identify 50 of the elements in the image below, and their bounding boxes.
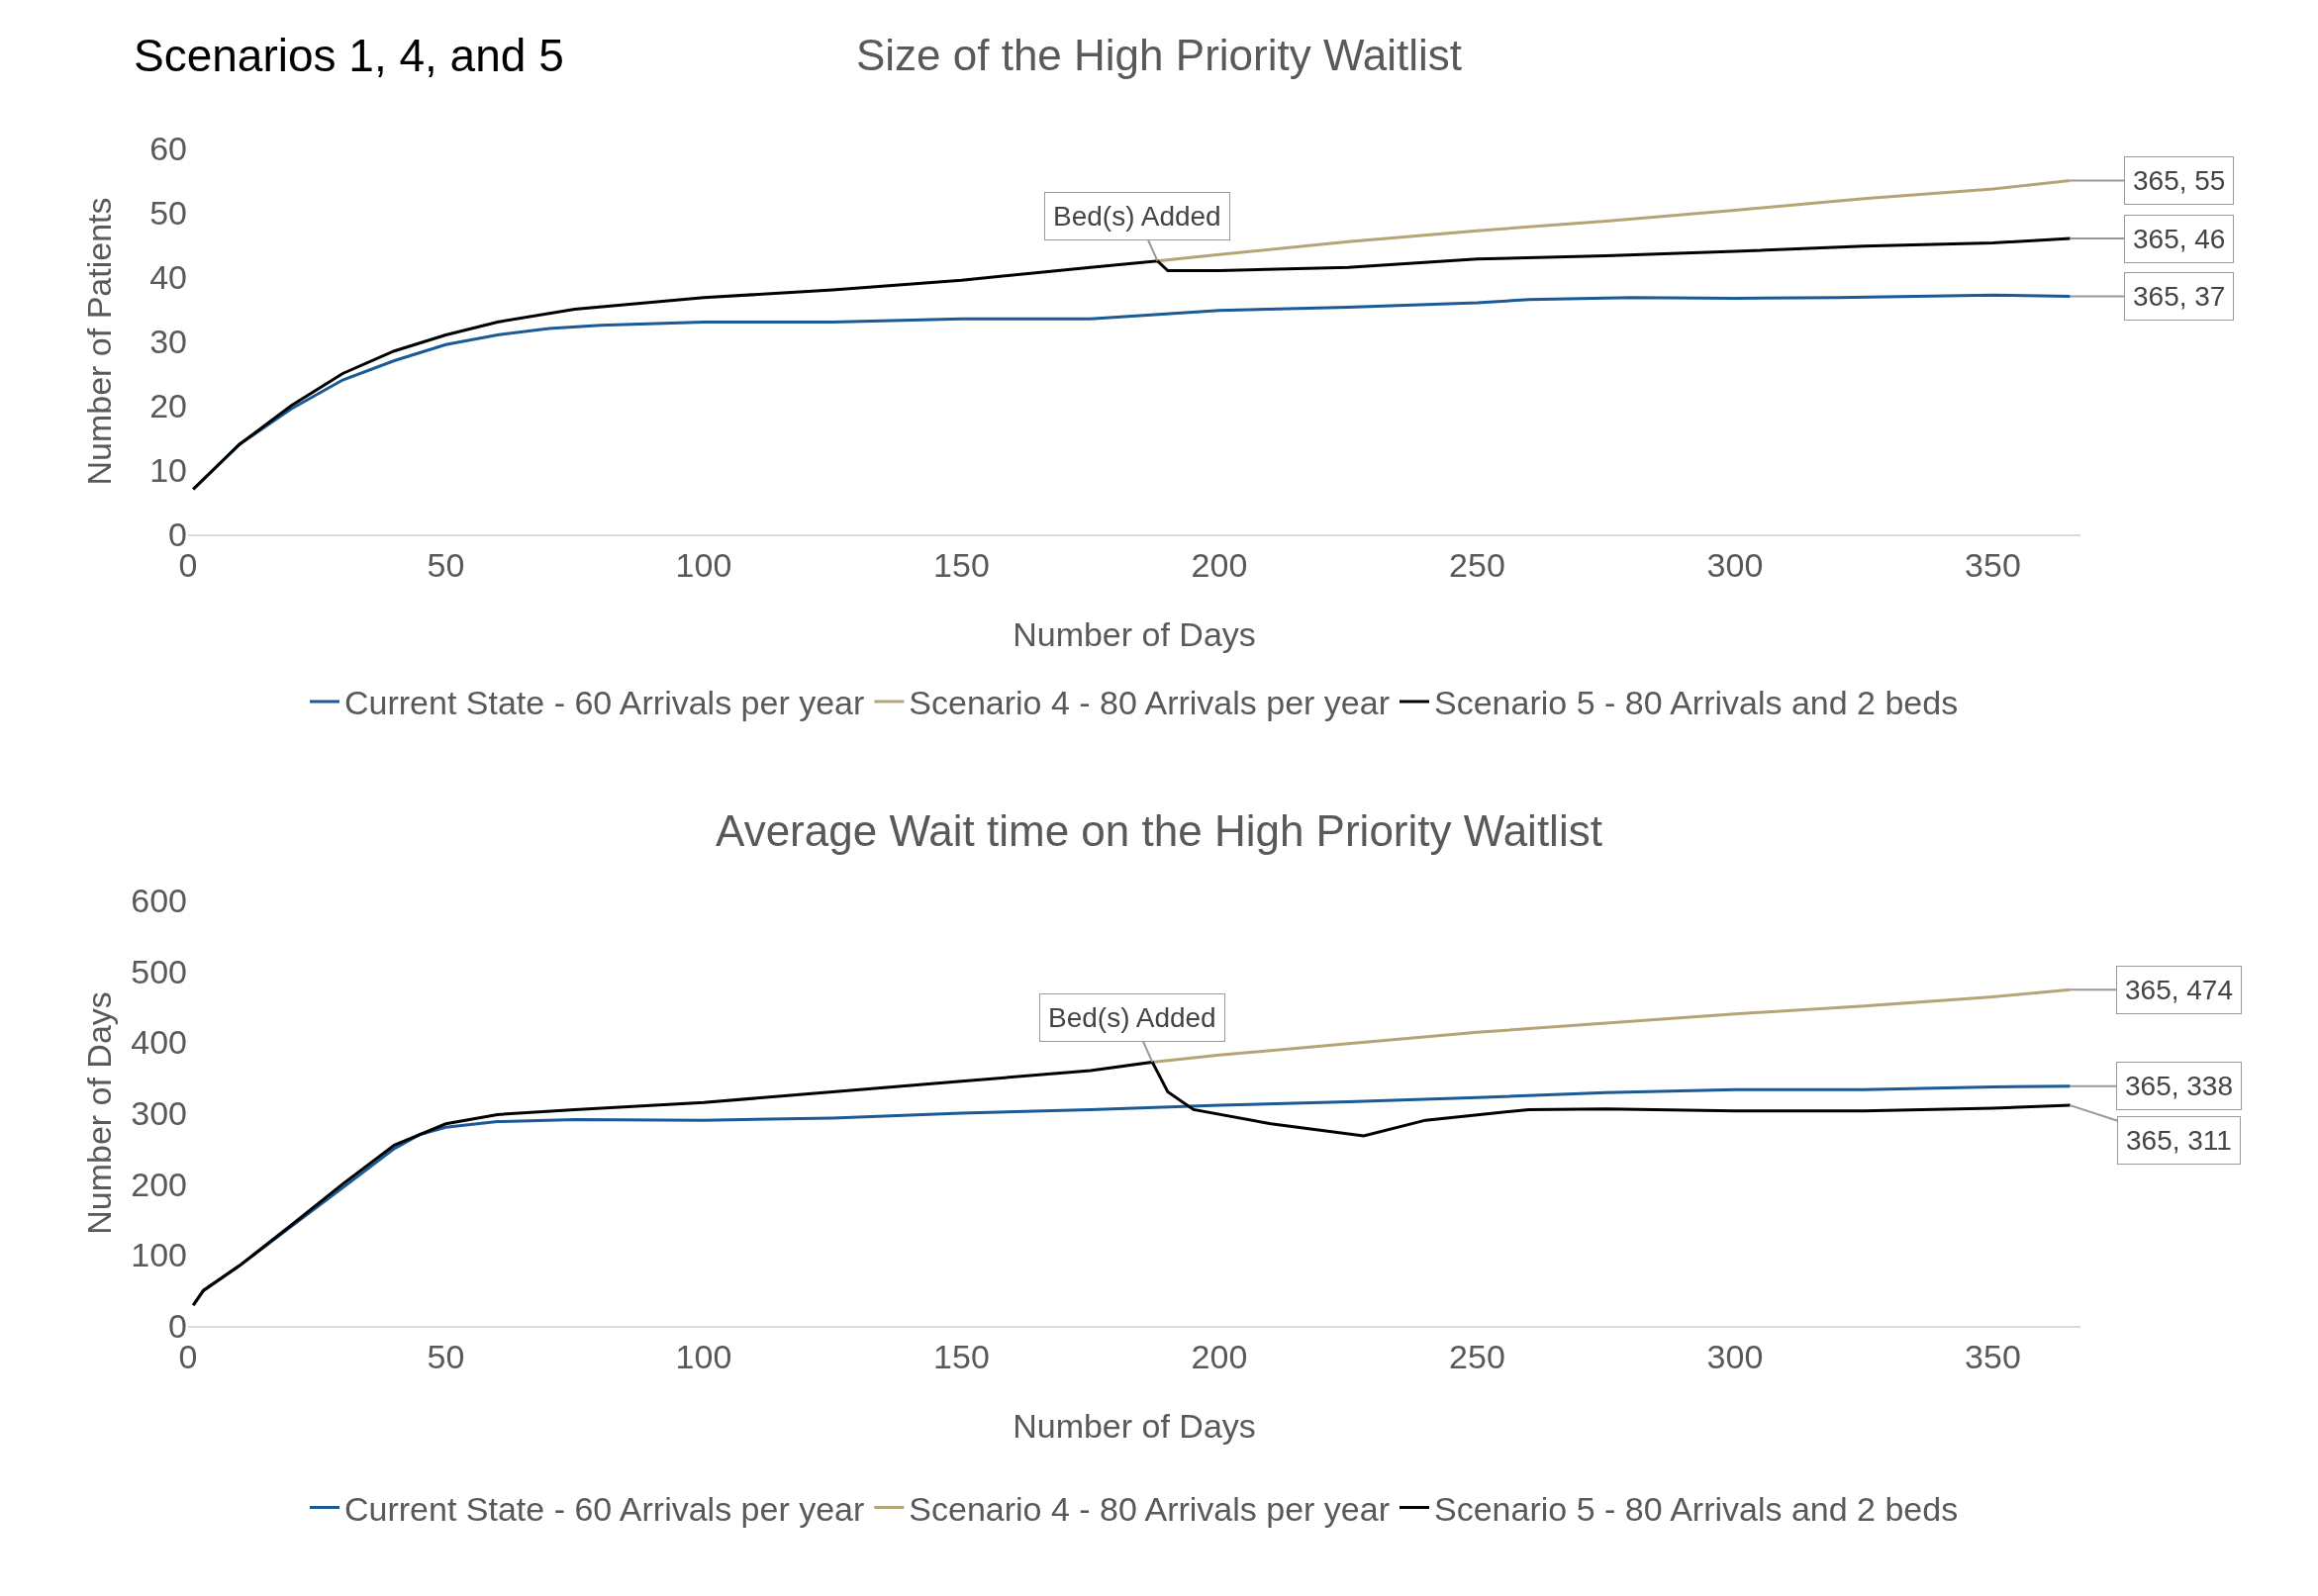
annotation: 365, 55 bbox=[2133, 165, 2226, 196]
x-tick-label: 250 bbox=[1449, 1337, 1505, 1375]
x-tick-label: 200 bbox=[1191, 1337, 1248, 1375]
y-tick-label: 600 bbox=[131, 881, 187, 919]
y-tick-label: 100 bbox=[131, 1236, 187, 1274]
x-tick-label: 150 bbox=[933, 1337, 990, 1375]
chart-title: Size of the High Priority Waitlist bbox=[855, 30, 1463, 79]
legend-label: Current State - 60 Arrivals per year bbox=[344, 1489, 865, 1528]
x-tick-label: 200 bbox=[1191, 545, 1248, 584]
y-axis-title: Number of Days bbox=[80, 991, 118, 1235]
x-tick-label: 50 bbox=[427, 545, 465, 584]
y-tick-label: 60 bbox=[149, 129, 187, 167]
y-tick-label: 300 bbox=[131, 1093, 187, 1132]
legend-label: Scenario 4 - 80 Arrivals per year bbox=[909, 1489, 1390, 1528]
x-tick-label: 300 bbox=[1706, 1337, 1764, 1375]
annotation: 365, 338 bbox=[2125, 1071, 2233, 1101]
annotation: 365, 311 bbox=[2126, 1125, 2232, 1156]
y-tick-label: 0 bbox=[168, 515, 187, 553]
annotation: 365, 46 bbox=[2133, 224, 2226, 254]
y-axis-title: Number of Patients bbox=[80, 197, 118, 486]
y-tick-label: 30 bbox=[149, 322, 187, 360]
y-tick-label: 400 bbox=[131, 1023, 187, 1062]
x-tick-label: 350 bbox=[1965, 545, 2021, 584]
legend-label: Scenario 4 - 80 Arrivals per year bbox=[909, 684, 1390, 722]
x-tick-label: 350 bbox=[1965, 1337, 2021, 1375]
y-tick-label: 20 bbox=[149, 386, 187, 424]
y-tick-label: 0 bbox=[168, 1306, 187, 1345]
legend-label: Scenario 5 - 80 Arrivals and 2 beds bbox=[1434, 1489, 1959, 1528]
y-tick-label: 10 bbox=[149, 450, 187, 489]
x-tick-label: 150 bbox=[933, 545, 990, 584]
y-tick-label: 50 bbox=[149, 193, 187, 232]
x-tick-label: 250 bbox=[1449, 545, 1505, 584]
chart-title: Average Wait time on the High Priority Waitlist bbox=[716, 805, 1602, 855]
x-tick-label: 100 bbox=[675, 1337, 732, 1375]
annotation: Bed(s) Added bbox=[1048, 1002, 1216, 1033]
x-tick-label: 300 bbox=[1706, 545, 1764, 584]
x-tick-label: 50 bbox=[427, 1337, 465, 1375]
legend-label: Current State - 60 Arrivals per year bbox=[344, 684, 865, 722]
annotation: 365, 474 bbox=[2125, 975, 2233, 1005]
x-tick-label: 100 bbox=[675, 545, 732, 584]
text: Scenarios 1, 4, and 5 bbox=[134, 30, 564, 81]
annotation: 365, 37 bbox=[2133, 281, 2226, 312]
x-axis-title: Number of Days bbox=[1013, 615, 1256, 653]
y-tick-label: 40 bbox=[149, 257, 187, 296]
y-tick-label: 500 bbox=[131, 952, 187, 990]
x-axis-title: Number of Days bbox=[1013, 1407, 1256, 1445]
line-series bbox=[191, 236, 2073, 491]
legend-label: Scenario 5 - 80 Arrivals and 2 beds bbox=[1434, 684, 1959, 722]
y-tick-label: 200 bbox=[131, 1165, 187, 1203]
annotation: Bed(s) Added bbox=[1053, 201, 1221, 232]
